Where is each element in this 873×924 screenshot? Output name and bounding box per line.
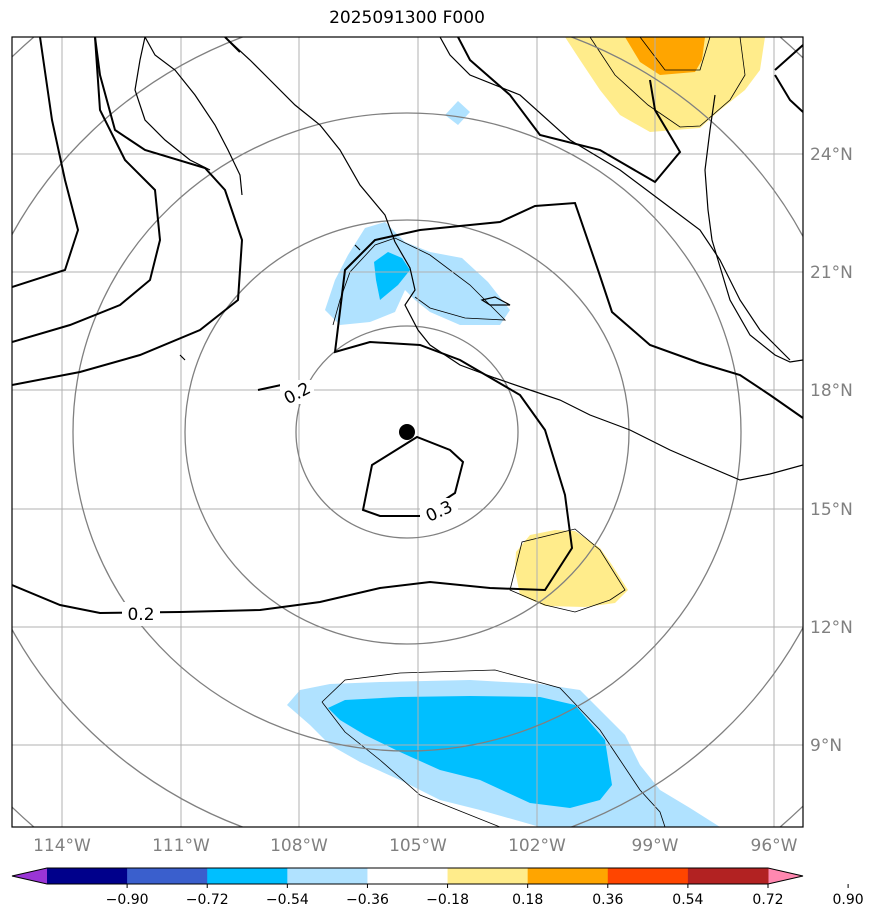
lat-label: 21°N <box>810 263 853 283</box>
contour-labels: 0.2 0.3 0.2 <box>122 379 458 626</box>
thin-contours <box>321 37 746 827</box>
colorbar-label: −0.36 <box>346 892 389 908</box>
lon-label: 102°W <box>508 836 566 856</box>
colorbar-cell <box>367 868 449 884</box>
colorbar-label: 0.54 <box>672 892 703 908</box>
colorbar-cell <box>207 868 288 884</box>
colorbar-label: −0.90 <box>106 892 149 908</box>
coast-baja <box>134 37 243 196</box>
colorbar-extend-high <box>768 868 803 884</box>
colorbar-cell <box>527 868 609 884</box>
colorbar-label: 0.18 <box>512 892 543 908</box>
coast-gulf-east <box>224 37 396 243</box>
coast-mainland <box>394 37 803 481</box>
contour-label-0-2-south: 0.2 <box>127 605 154 625</box>
colorbar-extend-low <box>12 868 47 884</box>
lat-label: 15°N <box>810 500 853 520</box>
lon-label: 108°W <box>270 836 328 856</box>
colorbar: −0.90 −0.72 −0.54 −0.36 −0.18 0.18 0.36 0.54 0.7… <box>11 867 864 908</box>
colorbar-cell <box>607 868 689 884</box>
colorbar-cell <box>287 868 368 884</box>
contour-ne-2 <box>774 44 803 113</box>
lat-label: 12°N <box>810 618 853 638</box>
colorbar-label: 0.90 <box>833 892 864 908</box>
lat-label: 24°N <box>810 145 853 165</box>
shade-orange-ne <box>625 37 705 75</box>
lon-label: 105°W <box>389 836 447 856</box>
colorbar-label: 0.72 <box>752 892 783 908</box>
lon-label: 99°W <box>632 836 679 856</box>
lon-label: 114°W <box>33 836 91 856</box>
lat-tick-labels: 9°N 12°N 15°N 18°N 21°N 24°N <box>810 145 853 756</box>
contour-north-2 <box>12 37 162 343</box>
colorbar-label: −0.18 <box>426 892 469 908</box>
contour-ne-1 <box>457 37 682 184</box>
contour-north-3 <box>12 37 244 386</box>
contour-north-4 <box>224 37 241 53</box>
contour-0.2-south <box>12 201 803 615</box>
thick-contours <box>12 37 803 615</box>
colorbar-cell <box>127 868 208 884</box>
colorbar-cell <box>687 868 769 884</box>
colorbar-label: 0.36 <box>592 892 623 908</box>
coast-islands <box>179 244 511 361</box>
shade-light-blue-spot <box>445 101 470 125</box>
map-title: 2025091300 F000 <box>329 8 485 28</box>
shade-blue-north <box>374 252 410 300</box>
coastlines <box>134 37 803 481</box>
colorbar-cell <box>447 868 529 884</box>
lon-label: 111°W <box>152 836 210 856</box>
colorbar-label: −0.72 <box>186 892 229 908</box>
contour-north-1 <box>12 37 80 288</box>
colorbar-cell <box>47 868 128 884</box>
map-frame <box>11 36 804 828</box>
lat-label: 9°N <box>810 736 842 756</box>
lon-tick-labels: 114°W 111°W 108°W 105°W 102°W 99°W 96°W <box>33 836 798 856</box>
lon-label: 96°W <box>751 836 798 856</box>
shade-yellow-east <box>515 530 628 607</box>
coast-yucatan <box>704 94 803 363</box>
storm-center-marker <box>399 424 415 440</box>
colorbar-label: −0.54 <box>266 892 309 908</box>
lat-label: 18°N <box>810 381 853 401</box>
